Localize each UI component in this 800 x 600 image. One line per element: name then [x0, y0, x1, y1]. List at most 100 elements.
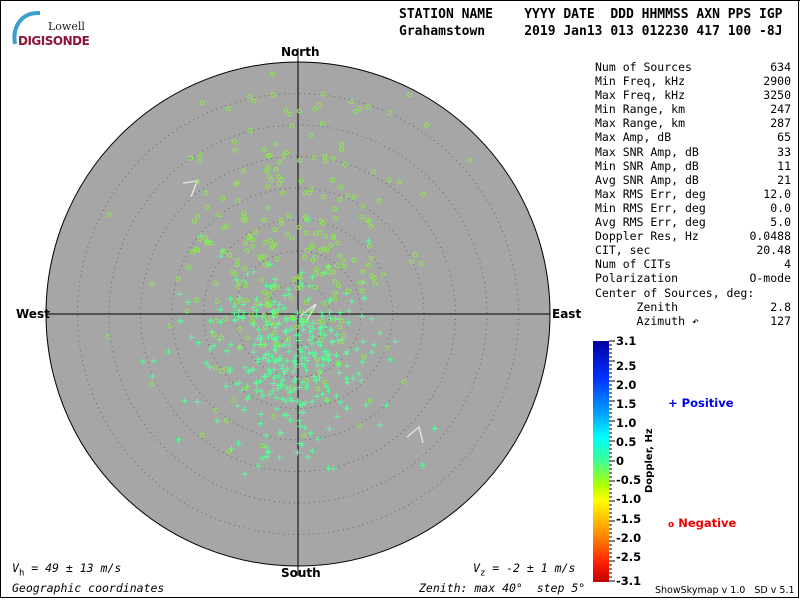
negative-source-marker: [372, 281, 378, 287]
negative-source-marker: [105, 334, 111, 340]
positive-source-marker: [207, 318, 214, 325]
negative-source-marker: [312, 285, 318, 291]
positive-source-marker: [309, 447, 316, 454]
negative-source-marker: [337, 324, 343, 330]
negative-source-marker: [184, 308, 190, 314]
positive-source-marker: [334, 413, 341, 420]
positive-source-marker: [330, 465, 337, 472]
negative-source-marker: [341, 333, 347, 339]
colorbar-title: Doppler, Hz: [644, 428, 655, 493]
positive-source-marker: [253, 307, 260, 314]
negative-source-marker: [241, 210, 247, 216]
colorbar-tick-label: 0.5: [616, 435, 637, 449]
stat-label: Min SNR Amp, dB: [595, 158, 699, 173]
stats-panel: Num of Sources 634 Min Freq, kHz 2900 Max Fr…: [595, 60, 791, 328]
negative-source-marker: [280, 190, 286, 196]
negative-source-marker: [320, 318, 326, 324]
positive-source-marker: [267, 283, 274, 290]
negative-source-marker: [167, 323, 173, 329]
negative-source-marker: [253, 229, 259, 235]
negative-source-marker: [214, 298, 220, 304]
negative-source-marker: [360, 269, 366, 275]
stat-row: Max Range, km 287: [595, 116, 791, 130]
positive-source-marker: [270, 387, 277, 394]
negative-source-marker: [341, 264, 347, 270]
positive-source-marker: [253, 387, 260, 394]
positive-source-marker: [245, 368, 252, 375]
positive-source-marker: [302, 424, 309, 431]
positive-source-marker: [206, 364, 213, 371]
legend-negative: o Negative: [668, 516, 736, 530]
positive-source-marker: [303, 319, 310, 326]
positive-source-marker: [318, 324, 325, 331]
negative-source-marker: [189, 249, 195, 255]
positive-source-marker: [279, 382, 286, 389]
negative-source-marker: [332, 216, 338, 222]
negative-source-marker: [289, 235, 295, 241]
negative-source-marker: [273, 312, 279, 318]
positive-source-marker: [326, 308, 333, 315]
positive-source-marker: [296, 417, 303, 424]
positive-source-marker: [282, 398, 289, 405]
negative-source-marker: [349, 99, 355, 105]
positive-source-marker: [297, 423, 304, 430]
positive-source-marker: [139, 358, 146, 365]
negative-source-marker: [376, 198, 382, 204]
negative-source-marker: [309, 244, 315, 250]
negative-source-marker: [219, 368, 225, 374]
positive-source-marker: [149, 373, 156, 380]
positive-source-marker: [282, 368, 289, 375]
positive-source-marker: [271, 345, 278, 352]
positive-source-marker: [269, 309, 276, 316]
positive-source-marker: [328, 339, 335, 346]
stat-label: Min Range, km: [595, 102, 686, 117]
header-labels: STATION NAME YYYY DATE DDD HHMMSS AXN PP…: [399, 7, 783, 22]
negative-source-marker: [194, 179, 200, 185]
stat-label: Min Freq, kHz: [595, 74, 686, 89]
stat-value: 20.48: [756, 243, 791, 258]
label-west: West: [16, 307, 50, 321]
negative-source-marker: [315, 357, 321, 363]
negative-source-marker: [226, 449, 232, 455]
negative-source-marker: [243, 282, 249, 288]
positive-source-marker: [343, 375, 350, 382]
stat-value: 247: [770, 102, 791, 117]
negative-source-marker: [279, 220, 285, 226]
stat-value: 0.0488: [749, 229, 791, 244]
positive-source-marker: [299, 348, 306, 355]
stat-value: 4: [784, 257, 791, 272]
positive-source-marker: [286, 348, 293, 355]
positive-source-marker: [370, 341, 377, 348]
positive-source-marker: [276, 454, 283, 461]
negative-source-marker: [223, 366, 229, 372]
negative-source-marker: [250, 318, 256, 324]
negative-source-marker: [197, 152, 203, 158]
negative-source-marker: [271, 321, 277, 327]
stat-row: Zenith 2.8: [595, 300, 791, 314]
negative-source-marker: [265, 261, 271, 267]
colorbar-tick-label: 2.5: [616, 359, 637, 373]
negative-source-marker: [276, 159, 282, 165]
positive-source-marker: [307, 328, 314, 335]
positive-source-marker: [325, 357, 332, 364]
positive-source-marker: [218, 253, 225, 260]
stat-row: Avg SNR Amp, dB 21: [595, 173, 791, 187]
negative-source-marker: [237, 345, 243, 351]
positive-source-marker: [263, 432, 270, 439]
positive-source-marker: [355, 370, 362, 377]
logo-arc-icon: [12, 10, 41, 45]
negative-source-marker: [106, 212, 112, 218]
positive-source-marker: [299, 354, 306, 361]
positive-source-marker: [281, 305, 288, 312]
positive-source-marker: [268, 321, 275, 328]
negative-source-marker: [270, 92, 276, 98]
negative-source-marker: [243, 298, 249, 304]
positive-source-marker: [314, 362, 321, 369]
positive-source-marker: [319, 362, 326, 369]
negative-source-marker: [251, 98, 257, 104]
colorbar-tick-label: -1.5: [616, 512, 642, 526]
positive-source-marker: [176, 291, 183, 298]
negative-source-marker: [300, 318, 306, 324]
positive-source-marker: [368, 349, 375, 356]
positive-source-marker: [336, 316, 343, 323]
